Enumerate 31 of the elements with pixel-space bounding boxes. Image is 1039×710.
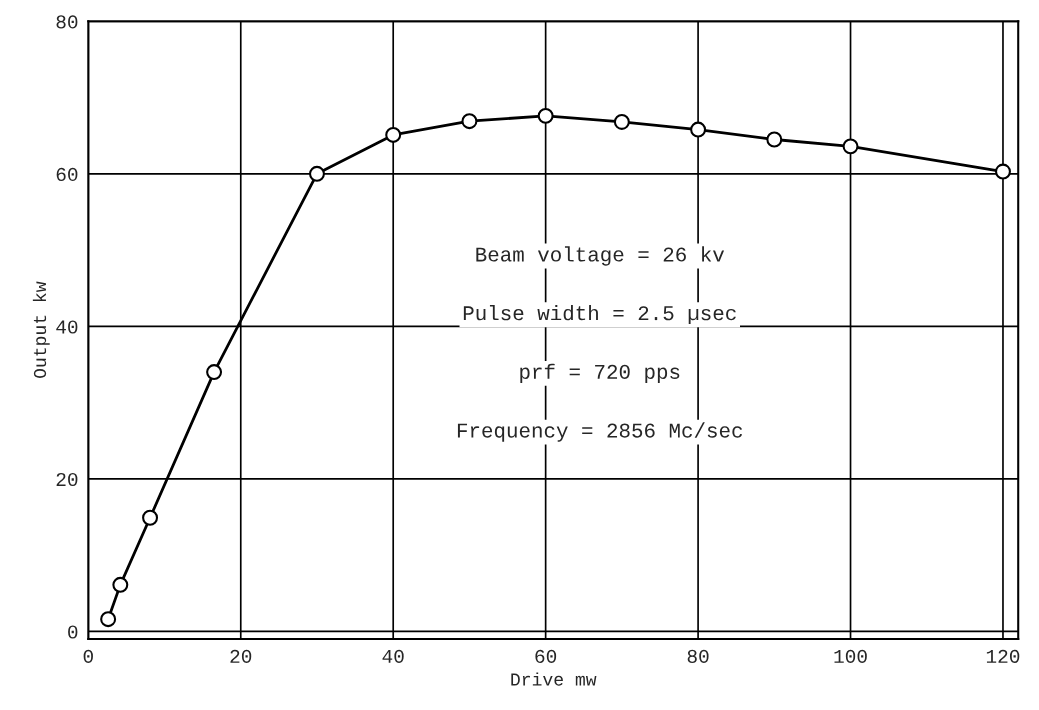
point <box>461 113 478 130</box>
annotation: prf = 720 pps <box>520 363 680 384</box>
x-tick-label: 40 <box>382 649 404 663</box>
x-axis-title: Drive mw <box>511 672 597 686</box>
annotation: Frequency = 2856 Mc/sec <box>457 422 743 442</box>
point <box>309 165 325 182</box>
annotation: Beam voltage = 26 kv <box>476 246 725 266</box>
y-tick-label: 40 <box>56 320 78 334</box>
point <box>994 163 1011 180</box>
point <box>537 107 554 124</box>
point <box>100 611 117 628</box>
point <box>112 576 129 593</box>
y-tick-label: 60 <box>56 167 78 182</box>
y-tick-label: 0 <box>68 625 78 639</box>
point <box>613 113 630 130</box>
point <box>142 509 159 526</box>
point <box>766 131 783 148</box>
point <box>690 121 707 138</box>
x-tick-label: 20 <box>230 649 252 663</box>
y-tick-label: 80 <box>56 15 78 29</box>
y-tick-label: 20 <box>56 472 78 487</box>
x-tick-label: 100 <box>834 649 867 663</box>
x-tick-label: 0 <box>83 649 93 663</box>
point <box>385 126 402 143</box>
x-tick-label: 120 <box>986 649 1020 663</box>
x-tick-label: 60 <box>535 649 557 663</box>
point <box>842 138 859 155</box>
annotation: Pulse width = 2.5 µsec <box>463 305 736 325</box>
point <box>206 364 223 381</box>
y-axis-title: Output kw <box>32 281 50 379</box>
x-tick-label: 80 <box>687 649 709 663</box>
